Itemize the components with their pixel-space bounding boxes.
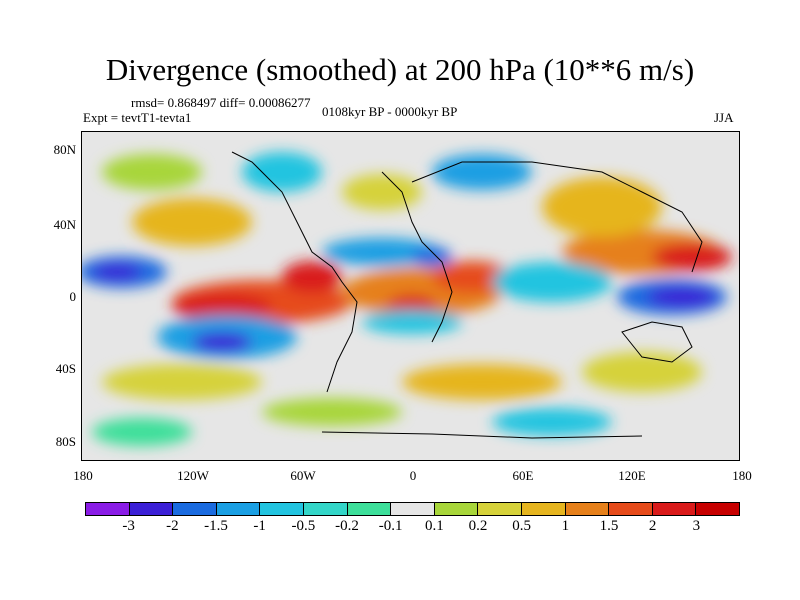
colorbar-label: -0.1 [378,518,403,534]
colorbar-label: 0.5 [512,518,532,534]
season-label: JJA [714,110,734,125]
colorbar-label: -0.5 [291,518,316,534]
colorbar-label: 1 [561,518,570,534]
lat-tick: 40S [55,361,76,376]
lat-tick: 40N [53,217,76,232]
colorbar-label: 1.5 [599,518,619,534]
colorbar-label: -3 [122,518,135,534]
lat-tick: 80N [53,142,76,157]
colorbar-swatch [521,503,566,515]
colorbar [85,502,740,516]
lat-tick: 0 [69,289,77,304]
lon-tick: 180 [732,468,752,483]
colorbar-swatch [434,503,479,515]
colorbar-label: -1.5 [204,518,228,534]
colorbar-swatch [652,503,697,515]
lat-tick: 80S [55,434,76,449]
colorbar-swatch [347,503,392,515]
colorbar-label: 0.1 [424,518,444,534]
lon-tick: 120E [618,468,646,483]
map-panel [81,131,740,461]
colorbar-label: 2 [648,518,657,534]
colorbar-label: -1 [253,518,266,534]
colorbar-swatch [86,503,130,515]
colorbar-swatch [391,503,435,515]
chart-title: Divergence (smoothed) at 200 hPa (10**6 … [105,52,695,87]
colorbar-swatch [478,503,522,515]
colorbar-label: 0.2 [468,518,488,534]
colorbar-swatch [216,503,261,515]
colorbar-swatch [173,503,217,515]
colorbar-swatch [303,503,348,515]
lon-tick: 0 [409,468,417,483]
stats-label: rmsd= 0.868497 diff= 0.00086277 [131,95,311,110]
colorbar-swatch [260,503,304,515]
colorbar-swatch [696,503,739,515]
lon-tick: 180 [73,468,93,483]
lon-tick: 60W [290,468,316,483]
period-label: 0108kyr BP - 0000kyr BP [322,104,458,119]
lon-tick: 120W [177,468,209,483]
colorbar-label: 3 [692,518,701,534]
colorbar-swatch [129,503,174,515]
colorbar-label: -2 [166,518,179,534]
divergence-map [82,151,732,446]
colorbar-swatch [565,503,610,515]
lon-tick: 60E [512,468,534,483]
experiment-label: Expt = tevtT1-tevta1 [83,110,192,125]
colorbar-swatch [609,503,653,515]
colorbar-label: -0.2 [335,518,359,534]
